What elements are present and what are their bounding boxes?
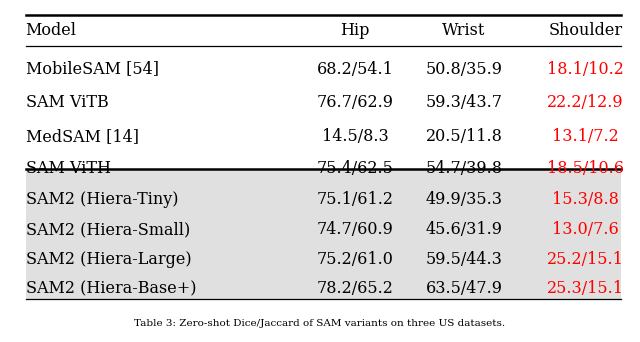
Text: SAM ViTH: SAM ViTH (26, 160, 111, 177)
Text: 75.2/61.0: 75.2/61.0 (317, 251, 394, 268)
Text: Model: Model (26, 22, 77, 39)
Text: 20.5/11.8: 20.5/11.8 (426, 128, 502, 145)
Text: 25.2/15.1: 25.2/15.1 (547, 251, 624, 268)
Text: 75.1/61.2: 75.1/61.2 (317, 191, 394, 208)
Text: 54.7/39.8: 54.7/39.8 (426, 160, 502, 177)
Text: 74.7/60.9: 74.7/60.9 (317, 221, 394, 238)
Bar (26, 169, 621, 299)
Text: Shoulder: Shoulder (548, 22, 623, 39)
Text: 25.3/15.1: 25.3/15.1 (547, 280, 624, 298)
Text: 68.2/54.1: 68.2/54.1 (317, 61, 394, 78)
Text: 14.5/8.3: 14.5/8.3 (322, 128, 388, 145)
Text: 15.3/8.8: 15.3/8.8 (552, 191, 619, 208)
Text: 13.0/7.6: 13.0/7.6 (552, 221, 619, 238)
Text: 76.7/62.9: 76.7/62.9 (317, 94, 394, 111)
Text: 18.5/10.6: 18.5/10.6 (547, 160, 624, 177)
Text: SAM2 (Hiera-Small): SAM2 (Hiera-Small) (26, 221, 190, 238)
Text: MobileSAM [54]: MobileSAM [54] (26, 61, 159, 78)
Text: 75.4/62.5: 75.4/62.5 (317, 160, 394, 177)
Text: 45.6/31.9: 45.6/31.9 (426, 221, 502, 238)
Text: 63.5/47.9: 63.5/47.9 (426, 280, 502, 298)
Text: Table 3: Zero-shot Dice/Jaccard of SAM variants on three US datasets.: Table 3: Zero-shot Dice/Jaccard of SAM v… (134, 319, 506, 328)
Text: SAM2 (Hiera-Base+): SAM2 (Hiera-Base+) (26, 280, 196, 298)
Text: SAM2 (Hiera-Tiny): SAM2 (Hiera-Tiny) (26, 191, 178, 208)
Text: 13.1/7.2: 13.1/7.2 (552, 128, 619, 145)
Text: 22.2/12.9: 22.2/12.9 (547, 94, 624, 111)
Text: 59.5/44.3: 59.5/44.3 (426, 251, 502, 268)
Text: 49.9/35.3: 49.9/35.3 (426, 191, 502, 208)
Text: MedSAM [14]: MedSAM [14] (26, 128, 139, 145)
Text: Wrist: Wrist (442, 22, 486, 39)
Text: 78.2/65.2: 78.2/65.2 (317, 280, 394, 298)
Text: 18.1/10.2: 18.1/10.2 (547, 61, 624, 78)
Text: 50.8/35.9: 50.8/35.9 (426, 61, 502, 78)
Text: 59.3/43.7: 59.3/43.7 (426, 94, 502, 111)
Text: SAM2 (Hiera-Large): SAM2 (Hiera-Large) (26, 251, 191, 268)
Text: Hip: Hip (340, 22, 370, 39)
Text: SAM ViTB: SAM ViTB (26, 94, 108, 111)
